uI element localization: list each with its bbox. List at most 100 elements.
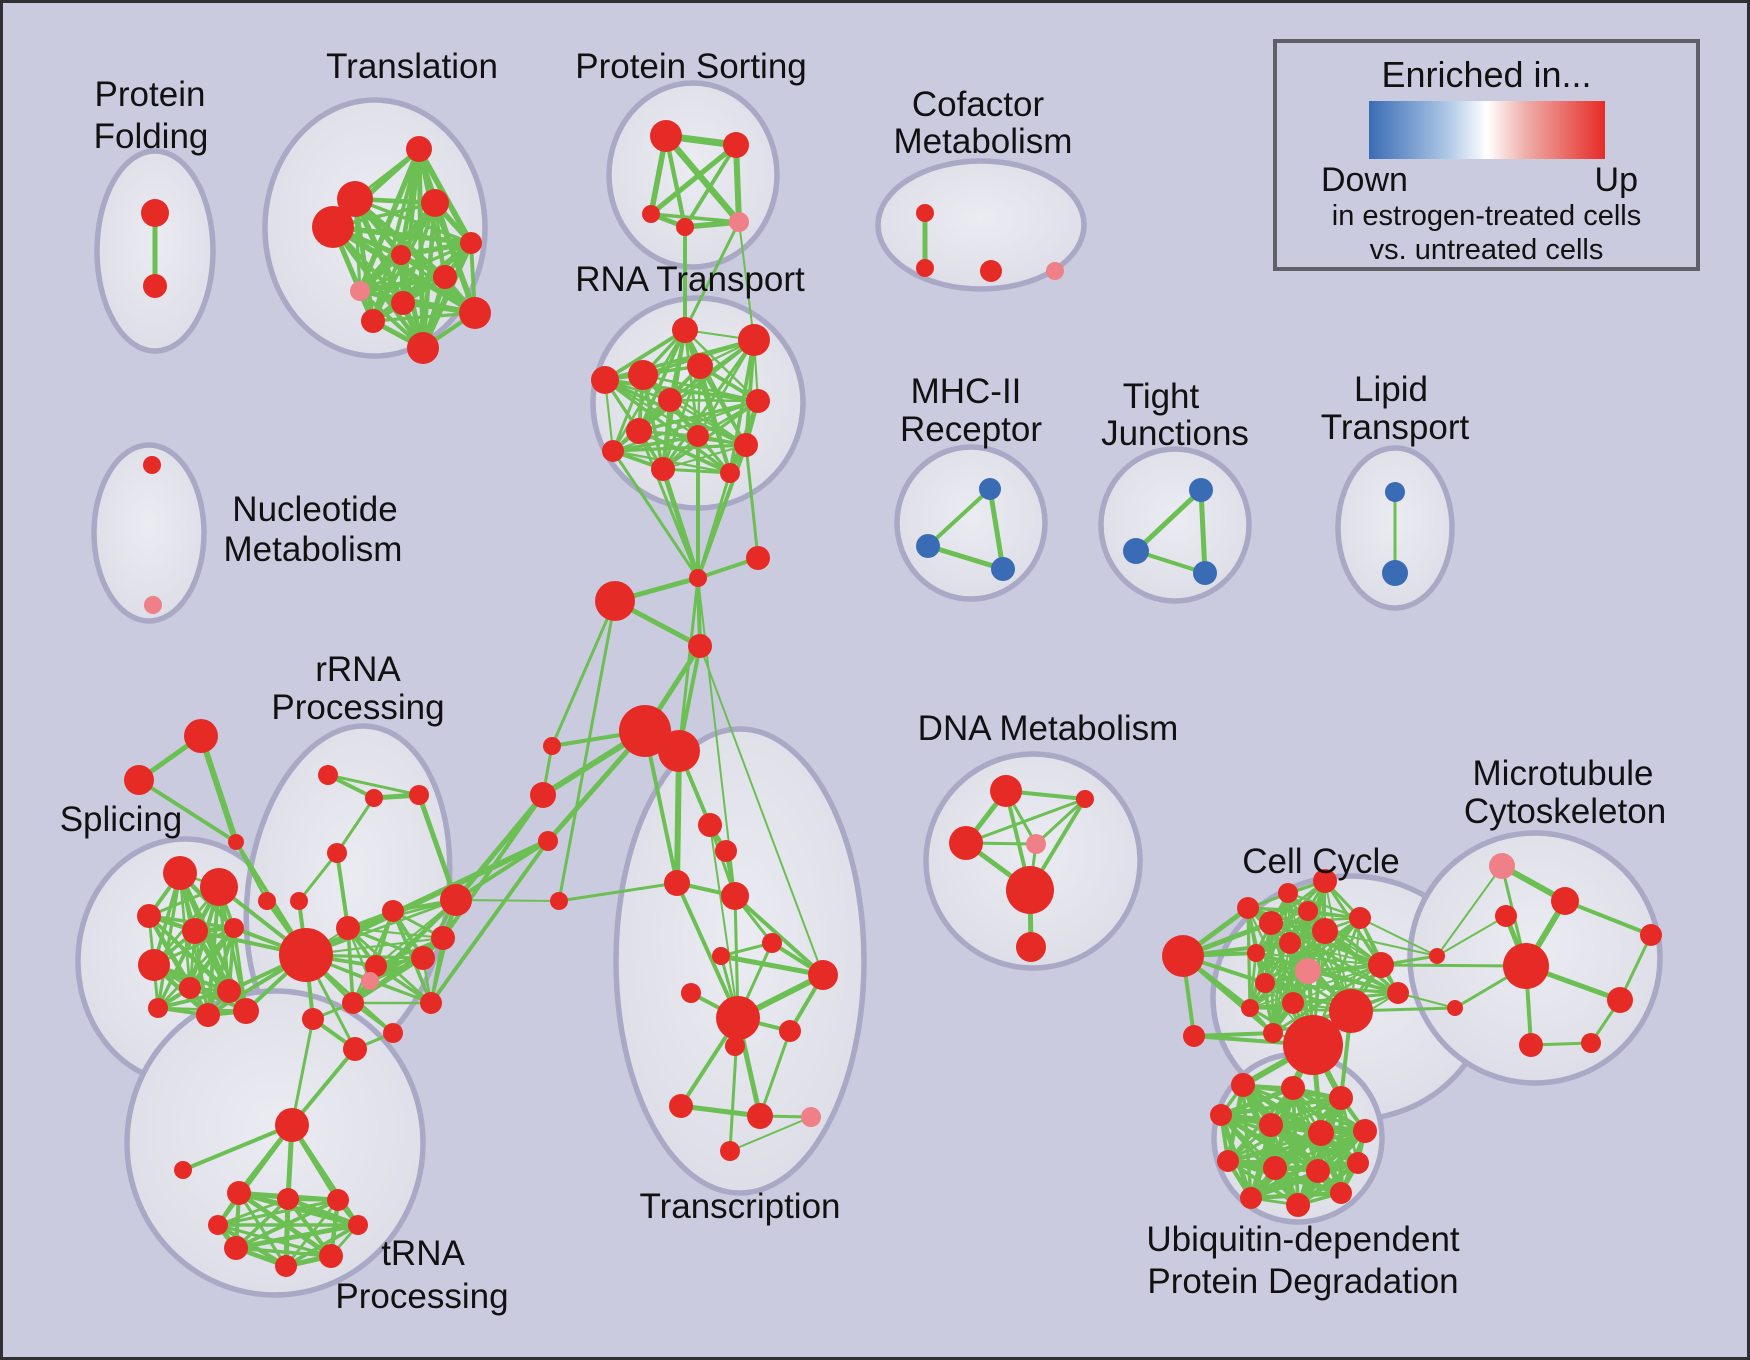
label-ubiquitin-1: Ubiquitin-dependent: [1146, 1220, 1460, 1259]
node-t11: [725, 1036, 745, 1056]
node-ub9: [1263, 1156, 1287, 1180]
node-sp10: [196, 1003, 220, 1027]
label-tight-1: Tight: [1123, 377, 1200, 416]
edge-rt5-rt10: [603, 378, 748, 447]
node-ub1: [1231, 1073, 1255, 1097]
label-microtubule-1: Microtubule: [1473, 754, 1654, 793]
node-t5: [712, 947, 730, 965]
node-tr9: [391, 291, 415, 315]
node-rr1: [318, 765, 338, 785]
edge-rt5-rt7: [603, 378, 760, 403]
node-mc3: [595, 581, 635, 621]
node-nm2: [144, 596, 162, 614]
node-cc9: [1349, 907, 1371, 929]
legend-title: Enriched in...: [1381, 54, 1592, 95]
edge-rt6-rt10: [668, 398, 748, 447]
node-tr12: [361, 309, 385, 333]
edge-tn2-tn5: [285, 1196, 361, 1228]
node-t2: [715, 840, 737, 862]
node-tj2: [1123, 538, 1149, 564]
node-cc4: [1259, 911, 1283, 935]
node-rt12: [602, 440, 624, 462]
edge-cc9-mt5: [1359, 917, 1438, 957]
edge-dn2-dn3: [964, 797, 1087, 845]
node-ub11: [1347, 1152, 1369, 1174]
node-cc5: [1298, 901, 1318, 921]
edge-tn2-tn4: [216, 1197, 290, 1227]
node-rr18: [431, 926, 455, 950]
node-t4: [721, 882, 749, 910]
node-tj1: [1189, 478, 1213, 502]
node-sp9: [148, 998, 168, 1018]
label-tight-2: Junctions: [1101, 414, 1249, 453]
edge-rt6-rt7: [668, 398, 760, 403]
node-dn4: [1026, 834, 1046, 854]
node-mt4: [1503, 943, 1549, 989]
edge-mc2-rt10: [744, 443, 760, 560]
node-rr2: [365, 789, 383, 807]
edge-tr5-tr6: [398, 240, 474, 258]
edge-sp5-sp9: [156, 926, 236, 1010]
edge-rt2-ps5: [738, 221, 755, 341]
label-lipid-1: Lipid: [1354, 370, 1428, 409]
edge-mh1-mh2: [926, 487, 992, 548]
node-tn1: [227, 1181, 251, 1205]
node-tr4: [421, 189, 449, 217]
node-mt6: [1447, 1000, 1463, 1016]
node-hub2: [658, 730, 700, 772]
node-cc3: [1313, 869, 1337, 893]
edge-w3n-rr9: [454, 839, 550, 902]
node-cf3: [980, 260, 1002, 282]
node-cc10: [1295, 958, 1321, 984]
edge-tn5-tn7: [284, 1223, 360, 1268]
node-tg3: [228, 834, 244, 850]
node-rt1: [672, 317, 698, 343]
node-dn6: [1016, 932, 1046, 962]
node-sp7: [179, 977, 201, 999]
node-sp5: [224, 918, 244, 938]
node-w1: [543, 737, 561, 755]
label-splicing: Splicing: [60, 800, 183, 839]
edge-tg1-tg3: [198, 733, 239, 845]
node-cc14: [1263, 1023, 1283, 1043]
node-mt5: [1429, 948, 1445, 964]
node-tn_lone: [174, 1161, 192, 1179]
node-sp2: [200, 868, 238, 906]
node-rr17: [420, 992, 442, 1014]
edge-cc12-cc17: [1292, 964, 1382, 1004]
label-protein-folding-1: Protein: [95, 75, 206, 114]
node-tg2: [124, 765, 154, 795]
node-tn3: [327, 1189, 349, 1211]
node-ub12: [1240, 1187, 1262, 1209]
legend-endpoints: Down Up: [1277, 159, 1696, 199]
node-rr7: [336, 916, 360, 940]
node-cc7: [1279, 932, 1301, 954]
node-mc4: [688, 634, 712, 658]
node-tg1: [184, 719, 218, 753]
legend-gradient-bar: [1368, 101, 1605, 159]
node-tr5: [460, 232, 482, 254]
label-dna-metabolism: DNA Metabolism: [918, 709, 1179, 748]
node-mt3: [1495, 905, 1517, 927]
edge-t10-t13: [758, 1029, 792, 1118]
node-cc12: [1282, 992, 1304, 1014]
edge-rt9-rt12: [611, 434, 700, 453]
edge-mt1-mt5: [1436, 865, 1503, 957]
node-dn5: [1006, 866, 1054, 914]
legend-caption-line2: vs. untreated cells: [1369, 234, 1604, 266]
node-ub5: [1259, 1113, 1283, 1137]
edge-cc11-cc18: [1263, 981, 1400, 995]
label-microtubule-2: Cytoskeleton: [1464, 792, 1666, 831]
node-ub13: [1286, 1193, 1310, 1217]
edge-rt1-rt12: [611, 328, 687, 453]
node-rr15: [343, 1037, 367, 1061]
edge-rt1-ps5: [683, 220, 741, 332]
edge-t1-t9: [709, 824, 739, 1019]
edge-tn5-tn6: [233, 1222, 361, 1251]
edge-rt4-rt10: [698, 364, 748, 447]
edge-t5-t8: [718, 953, 826, 978]
node-rt6: [658, 388, 682, 412]
label-cell-cycle: Cell Cycle: [1242, 842, 1400, 881]
node-tr3: [312, 206, 354, 248]
